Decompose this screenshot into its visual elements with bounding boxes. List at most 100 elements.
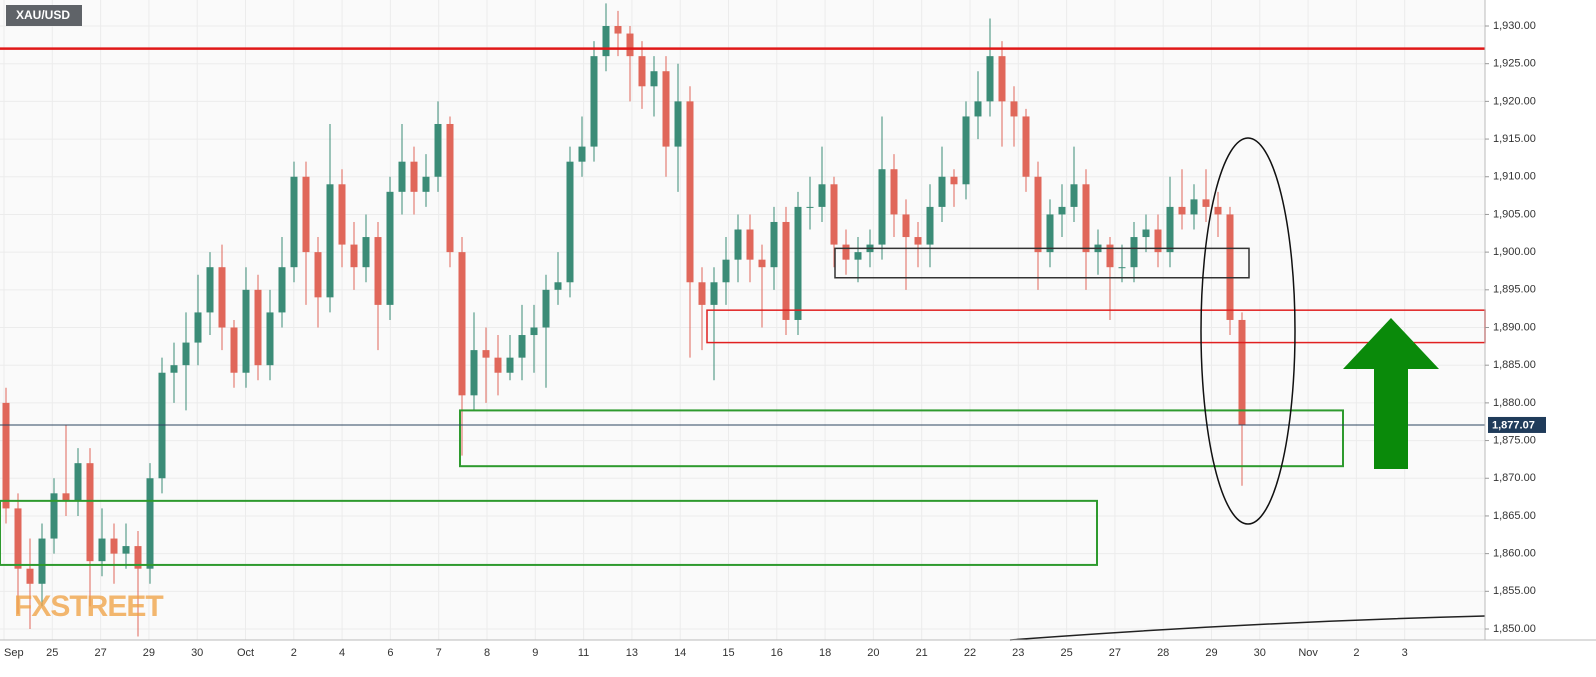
candle-body [1034, 176, 1042, 253]
candle-body [1130, 237, 1138, 268]
y-tick-label: 1,895.00 [1493, 284, 1536, 296]
x-tick-label: 25 [46, 647, 58, 659]
candle-body [254, 289, 262, 366]
candle-body [482, 350, 490, 358]
y-tick-label: 1,920.00 [1493, 95, 1536, 107]
candle-body [170, 365, 178, 373]
candle-body [302, 176, 310, 253]
candle-body [194, 312, 202, 343]
candle-body [794, 206, 802, 320]
candle-body [590, 56, 598, 147]
candle-body [1202, 199, 1210, 207]
candle-body [710, 282, 718, 305]
x-tick-label: Nov [1298, 647, 1318, 659]
candle-body [962, 116, 970, 185]
candle-body [1178, 206, 1186, 215]
candle-body [1166, 206, 1174, 253]
candle-body [998, 56, 1006, 102]
trend-line [1009, 615, 1486, 641]
candle-body [86, 463, 94, 562]
current-price-badge [1488, 416, 1546, 433]
candle-body [830, 184, 838, 245]
candle-body [902, 214, 910, 238]
x-tick-label: 27 [1109, 647, 1121, 659]
candle-body [878, 169, 886, 245]
y-tick-label: 1,915.00 [1493, 133, 1536, 145]
x-tick-label: 15 [722, 647, 734, 659]
candle-body [26, 568, 34, 584]
candle-body [242, 289, 250, 373]
candle-body [386, 191, 394, 305]
zone-box [459, 409, 1344, 468]
candle-body [1046, 214, 1054, 253]
candle-body [398, 161, 406, 192]
candle-body [986, 56, 994, 102]
y-tick-label: 1,880.00 [1493, 397, 1536, 409]
candle-body [1010, 101, 1018, 117]
candle-body [674, 101, 682, 147]
x-tick-label: Oct [237, 647, 254, 659]
candle-body [146, 478, 154, 569]
x-tick-label: 13 [626, 647, 638, 659]
candle-body [614, 26, 622, 34]
candle-body [218, 267, 226, 328]
x-tick-label: 8 [484, 647, 490, 659]
x-tick-label: 30 [191, 647, 203, 659]
y-tick-label: 1,865.00 [1493, 510, 1536, 522]
candle-body [338, 184, 346, 245]
candle-body [698, 282, 706, 305]
candle-body [1082, 184, 1090, 253]
x-tick-label: 23 [1012, 647, 1024, 659]
candle-body [470, 350, 478, 396]
candle-body [422, 176, 430, 192]
candle-body [350, 244, 358, 268]
candle-body [722, 259, 730, 283]
candle-body [290, 176, 298, 268]
candle-body [374, 237, 382, 305]
candle-body [530, 327, 538, 336]
candle-body [686, 101, 694, 283]
candle-body [62, 493, 70, 501]
candle-body [650, 71, 658, 87]
candle-body [734, 229, 742, 260]
candle-body [914, 237, 922, 245]
candle-body [950, 176, 958, 185]
y-tick-label: 1,890.00 [1493, 321, 1536, 333]
y-tick-label: 1,900.00 [1493, 246, 1536, 258]
candle-body [1058, 206, 1066, 215]
candle-body [1190, 199, 1198, 215]
x-tick-label: 11 [578, 647, 589, 659]
grid [0, 0, 1485, 640]
candle-body [938, 176, 946, 207]
candle-body [1070, 184, 1078, 207]
candle-body [806, 206, 814, 208]
candle-body [98, 538, 106, 562]
candle-body [266, 312, 274, 366]
x-tick-label: 30 [1254, 647, 1266, 659]
zone-box [834, 247, 1250, 279]
candle-body [782, 221, 790, 320]
y-tick-label: 1,860.00 [1493, 548, 1536, 560]
x-tick-label: 2 [1353, 647, 1359, 659]
x-tick-label: 16 [771, 647, 783, 659]
x-tick-label: 9 [532, 647, 538, 659]
candle-body [410, 161, 418, 192]
candle-body [638, 56, 646, 87]
y-tick-label: 1,870.00 [1493, 472, 1536, 484]
candle-body [446, 123, 454, 253]
x-tick-label: 18 [819, 647, 831, 659]
zone-box [0, 499, 1098, 566]
candle-body [662, 71, 670, 147]
y-tick-label: 1,930.00 [1493, 20, 1536, 32]
candle-body [890, 169, 898, 215]
x-tick-label: Sep [4, 647, 24, 659]
y-tick-label: 1,910.00 [1493, 171, 1536, 183]
candle-body [122, 546, 130, 554]
current-price-label: 1,877.07 [1492, 419, 1535, 431]
candle-body [1142, 229, 1150, 238]
x-tick-label: 22 [964, 647, 976, 659]
x-tick-label: 2 [291, 647, 297, 659]
candle-body [326, 184, 334, 298]
candle-body [518, 335, 526, 358]
y-tick-label: 1,885.00 [1493, 359, 1536, 371]
